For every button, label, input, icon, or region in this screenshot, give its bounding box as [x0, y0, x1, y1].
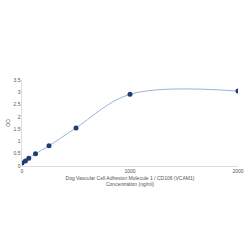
svg-text:Dog Vascular Cell Adhesion Mol: Dog Vascular Cell Adhesion Molecule 1 / … [66, 175, 195, 188]
svg-text:1.5: 1.5 [14, 126, 21, 132]
svg-text:0.5: 0.5 [14, 150, 21, 156]
svg-text:1: 1 [18, 138, 21, 144]
svg-text:2: 2 [18, 114, 21, 120]
svg-text:3: 3 [18, 89, 21, 95]
svg-text:2.5: 2.5 [14, 101, 21, 107]
svg-text:3.5: 3.5 [14, 77, 21, 83]
svg-text:2000: 2000 [232, 168, 243, 174]
svg-text:1000: 1000 [124, 168, 135, 174]
svg-text:0: 0 [21, 168, 24, 174]
svg-text:OD: OD [5, 119, 11, 127]
svg-text:0: 0 [18, 163, 21, 169]
